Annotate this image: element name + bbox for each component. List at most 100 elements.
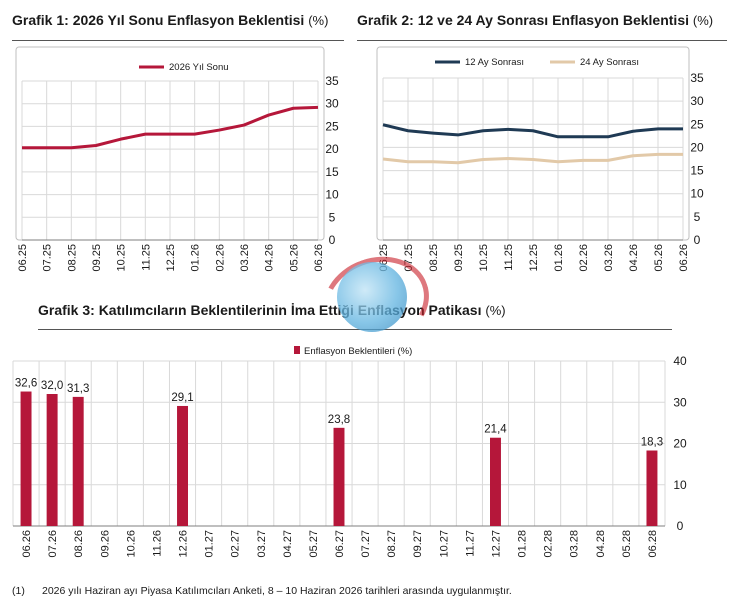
chart3-x-tick-label: 10.26 (125, 530, 137, 558)
chart2-y-tick-label: 5 (694, 210, 701, 224)
chart3-x-tick-label: 12.26 (178, 530, 190, 558)
chart1-x-tick-label: 10.25 (116, 244, 128, 272)
chart1-y-tick-label: 20 (325, 142, 339, 156)
chart3-x-tick-label: 08.26 (73, 530, 85, 558)
chart2-x-tick-label: 12.25 (528, 244, 540, 272)
chart1-x-tick-label: 04.26 (264, 244, 276, 272)
chart1-x-tick-label: 09.25 (91, 244, 103, 272)
chart3-x-tick-label: 04.27 (282, 530, 294, 558)
chart2-legend-label: 12 Ay Sonrası (465, 57, 524, 68)
chart2-y-tick-label: 25 (690, 117, 704, 131)
chart1-x-tick-label: 01.26 (190, 244, 202, 272)
chart2-y-tick-label: 15 (690, 164, 704, 178)
chart3-x-tick-label: 08.27 (386, 530, 398, 558)
chart1-x-tick-label: 05.26 (288, 244, 300, 272)
chart1-series-line (22, 105, 319, 150)
chart2-x-tick-label: 09.25 (453, 244, 465, 272)
chart1-x-tick-label: 02.26 (214, 244, 226, 272)
chart1-y-tick-label: 5 (329, 210, 336, 224)
chart1-legend-label: 2026 Yıl Sonu (169, 62, 229, 73)
chart3-x-tick-label: 01.27 (204, 530, 216, 558)
chart1-x-tick-label: 03.26 (239, 244, 251, 272)
footnote: (1) 2026 yılı Haziran ayı Piyasa Katılımc… (12, 585, 512, 597)
chart3-x-tick-label: 02.28 (543, 530, 555, 558)
chart3-x-tick-label: 06.27 (334, 530, 346, 558)
chart2-series-line (382, 152, 683, 165)
chart2-x-tick-label: 05.26 (653, 244, 665, 272)
chart2-x-tick-label: 01.26 (553, 244, 565, 272)
chart2-x-tick-label: 11.25 (503, 244, 515, 271)
chart3-data-label: 21,4 (484, 424, 507, 436)
chart3-y-tick-label: 10 (673, 478, 687, 492)
chart3-y-tick-label: 0 (677, 519, 684, 533)
chart2-x-tick-label: 10.25 (478, 244, 490, 272)
chart3-x-tick-label: 02.27 (230, 530, 242, 558)
chart1-x-tick-label: 07.25 (42, 244, 54, 272)
chart2-x-tick-label: 02.26 (578, 244, 590, 272)
chart3-data-label: 29,1 (171, 392, 193, 404)
chart3-y-tick-label: 30 (673, 395, 687, 409)
chart3-data-label: 18,3 (641, 437, 663, 449)
chart3-legend-swatch (294, 346, 300, 354)
chart3-title-unit: (%) (485, 303, 506, 318)
chart3-bar (72, 396, 84, 526)
chart3-x-tick-label: 10.27 (438, 530, 450, 558)
chart3-data-label: 32,6 (15, 378, 37, 390)
chart2-y-tick-label: 35 (690, 71, 704, 85)
chart1-title-rule (12, 40, 344, 41)
chart1-x-tick-label: 06.25 (17, 244, 29, 272)
chart3-data-label: 23,8 (328, 414, 350, 426)
chart3-bar (46, 394, 58, 526)
chart2-x-tick-label: 07.25 (403, 244, 415, 272)
chart2-title: Grafik 2: 12 ve 24 Ay Sonrası Enflasyon … (357, 12, 713, 28)
chart3-data-label: 31,3 (67, 383, 89, 395)
chart1-x-tick-label: 11.25 (140, 244, 152, 271)
footnote-text: 2026 yılı Haziran ayı Piyasa Katılımcıla… (42, 585, 512, 597)
chart2-x-tick-label: 08.25 (428, 244, 440, 272)
chart3-bar (20, 391, 32, 526)
chart2-series-line (382, 123, 683, 139)
chart2-title-rule (357, 40, 727, 41)
chart2-y-tick-label: 10 (690, 187, 704, 201)
chart3-x-tick-label: 11.26 (151, 530, 163, 557)
chart3-y-tick-label: 20 (673, 437, 687, 451)
chart2-x-tick-label: 04.26 (628, 244, 640, 272)
chart3-bar (646, 450, 658, 526)
chart3-legend-label: Enflasyon Beklentileri (%) (304, 346, 412, 357)
chart3-x-tick-label: 07.27 (360, 530, 372, 558)
chart2-x-tick-label: 03.26 (603, 244, 615, 272)
chart3-data-label: 32,0 (41, 380, 63, 392)
footnote-number: (1) (12, 585, 25, 597)
chart1-y-tick-label: 0 (329, 233, 336, 247)
chart1-y-tick-label: 10 (325, 188, 339, 202)
chart3-x-tick-label: 07.26 (47, 530, 59, 558)
chart3-bar (490, 437, 501, 526)
chart2-y-tick-label: 0 (694, 233, 701, 247)
chart1-y-tick-label: 30 (325, 97, 339, 111)
chart3-x-tick-label: 11.27 (464, 530, 476, 557)
chart2-legend-label: 24 Ay Sonrası (580, 57, 639, 68)
chart1-y-tick-label: 35 (325, 74, 339, 88)
chart3-x-tick-label: 06.28 (647, 530, 659, 558)
chart1-y-tick-label: 15 (325, 165, 339, 179)
watermark-globe-icon (337, 262, 407, 332)
chart1-title-unit: (%) (308, 13, 329, 28)
chart2-y-tick-label: 20 (690, 140, 704, 154)
chart3-bar (333, 427, 345, 526)
chart3-x-tick-label: 06.26 (21, 530, 33, 558)
chart3-bar (177, 405, 188, 526)
chart3-title-rule (38, 329, 672, 330)
chart3-x-tick-label: 03.27 (256, 530, 268, 558)
chart2-title-text: Grafik 2: 12 ve 24 Ay Sonrası Enflasyon … (357, 12, 689, 28)
chart3-x-tick-label: 03.28 (569, 530, 581, 558)
chart3-x-tick-label: 09.27 (412, 530, 424, 558)
chart1-y-tick-label: 25 (325, 119, 339, 133)
chart2-y-tick-label: 30 (690, 94, 704, 108)
chart3-x-tick-label: 05.27 (308, 530, 320, 558)
chart1-title-text: Grafik 1: 2026 Yıl Sonu Enflasyon Beklen… (12, 12, 305, 28)
chart3-x-tick-label: 09.26 (99, 530, 111, 558)
chart3-x-tick-label: 04.28 (595, 530, 607, 558)
chart2-title-unit: (%) (692, 13, 714, 28)
chart1-title: Grafik 1: 2026 Yıl Sonu Enflasyon Beklen… (12, 12, 328, 28)
